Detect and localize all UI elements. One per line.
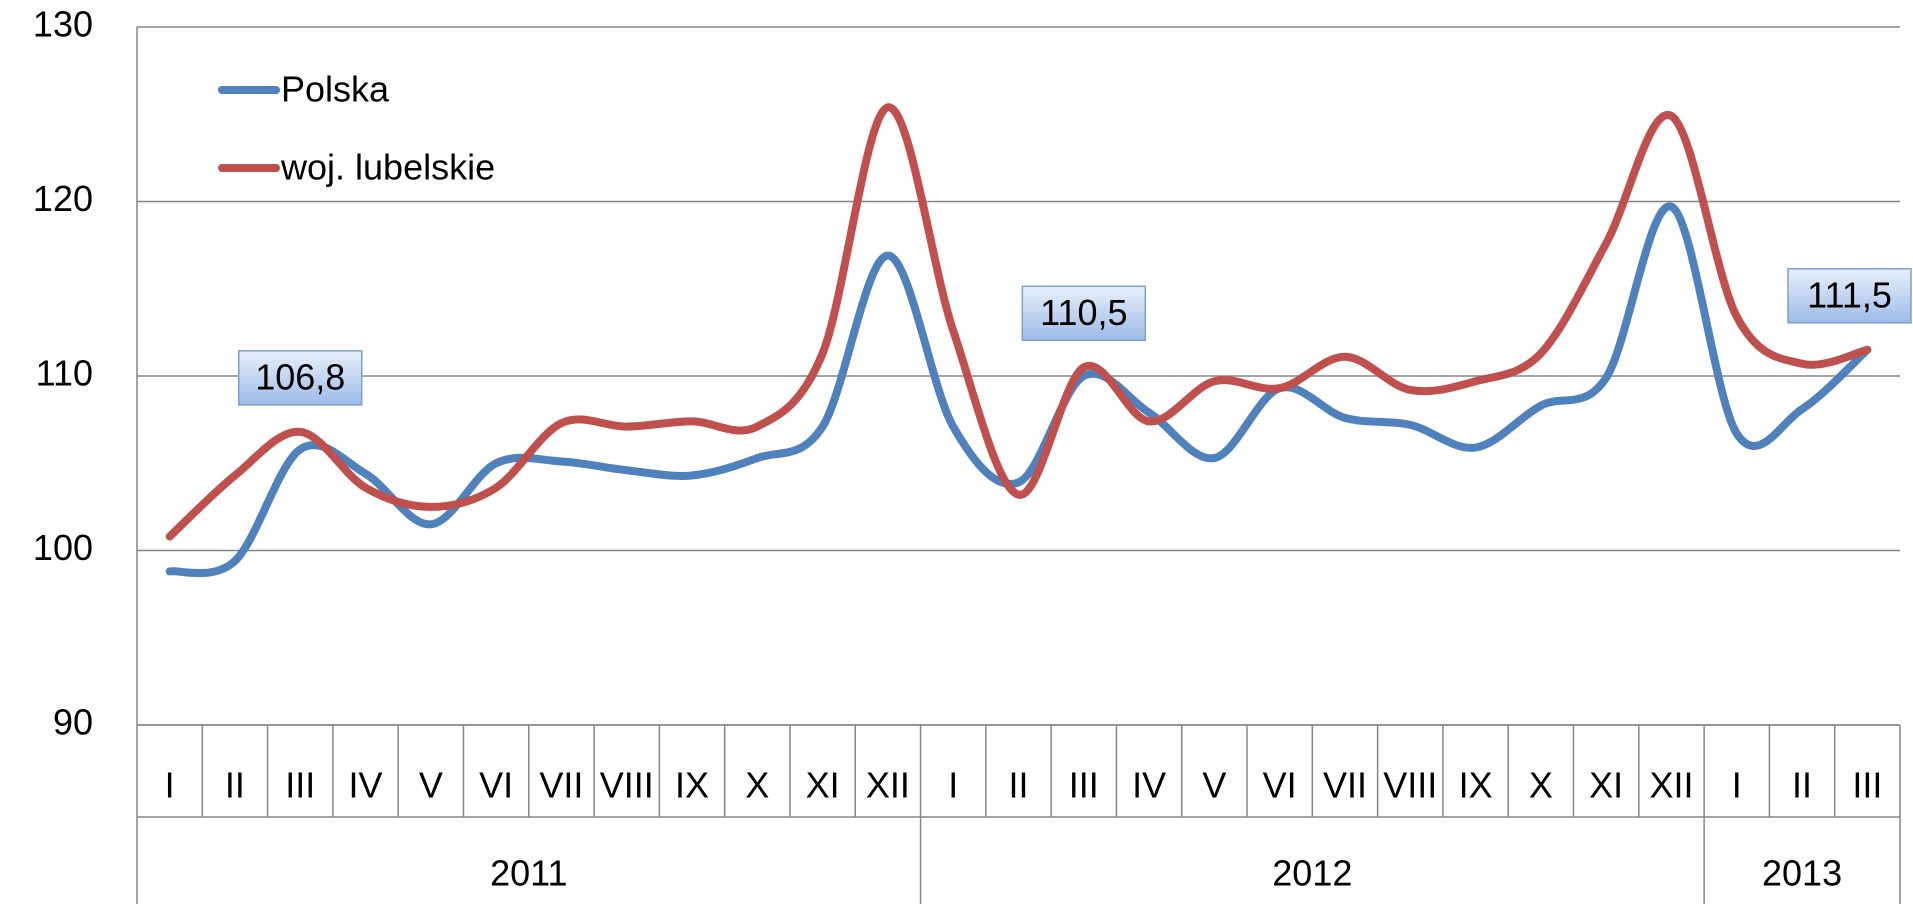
x-tick-label: VII (1323, 765, 1367, 806)
x-tick-label: V (419, 765, 443, 806)
y-tick-label: 110 (36, 353, 93, 394)
x-tick-label: III (285, 765, 315, 806)
x-tick-label: IV (349, 765, 383, 806)
x-tick-label: XII (866, 765, 910, 806)
x-tick-label: I (948, 765, 958, 806)
y-tick-label: 90 (53, 702, 93, 743)
x-tick-label: V (1202, 765, 1226, 806)
y-tick-label: 130 (33, 4, 93, 45)
year-label: 2013 (1762, 853, 1842, 894)
x-tick-label: XI (806, 765, 840, 806)
x-tick-label: XII (1649, 765, 1693, 806)
x-tick-label: II (1008, 765, 1028, 806)
x-tick-label: II (1792, 765, 1812, 806)
x-tick-label: III (1852, 765, 1882, 806)
x-tick-label: VII (539, 765, 583, 806)
data-label-box (1787, 268, 1912, 324)
x-tick-label: II (225, 765, 245, 806)
x-tick-label: X (745, 765, 769, 806)
y-tick-label: 100 (33, 527, 93, 568)
x-tick-label: VI (1263, 765, 1297, 806)
y-tick-label: 120 (33, 178, 93, 219)
legend-label: Polska (281, 69, 390, 110)
x-tick-label: I (165, 765, 175, 806)
legend-label: woj. lubelskie (280, 147, 495, 188)
x-tick-label: IX (1459, 765, 1493, 806)
data-label-box (1021, 285, 1147, 342)
data-label-box (237, 350, 363, 406)
series-line (165, 103, 1872, 541)
data-label: 111,5 (1807, 274, 1892, 315)
x-tick-label: XI (1589, 765, 1623, 806)
data-label: 110,5 (1040, 292, 1127, 333)
year-label: 2012 (1272, 853, 1352, 894)
year-label: 2011 (490, 853, 567, 894)
data-label: 106,8 (255, 356, 345, 397)
series-line (165, 202, 1872, 578)
x-tick-label: I (1732, 765, 1742, 806)
x-tick-label: IX (675, 765, 709, 806)
x-tick-label: III (1069, 765, 1099, 806)
x-tick-label: VIII (1383, 765, 1437, 806)
x-tick-label: VI (479, 765, 513, 806)
x-tick-label: X (1529, 765, 1553, 806)
x-tick-label: IV (1132, 765, 1166, 806)
x-tick-label: VIII (600, 765, 654, 806)
